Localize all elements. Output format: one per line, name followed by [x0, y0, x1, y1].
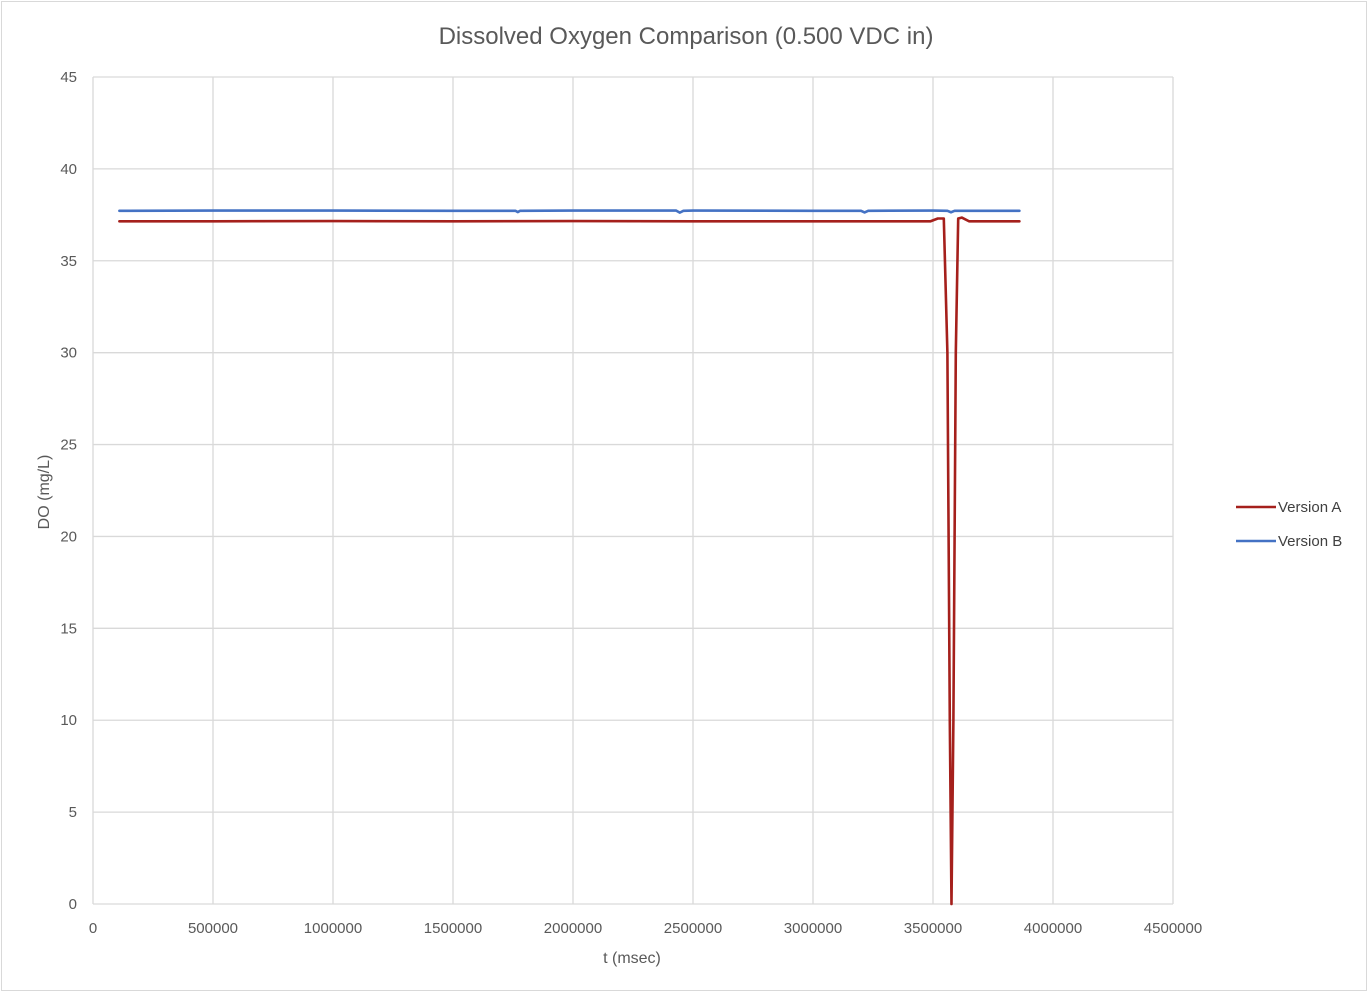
x-tick-label: 1000000: [304, 920, 362, 937]
y-axis-title: DO (mg/L): [36, 455, 53, 530]
y-tick-label: 15: [60, 620, 77, 637]
series-line-a: [118, 216, 1021, 906]
x-tick-label: 3500000: [904, 920, 962, 937]
y-tick-label: 45: [60, 69, 77, 86]
y-tick-label: 40: [60, 161, 77, 178]
x-tick-label: 2000000: [544, 920, 602, 937]
x-axis-title: t (msec): [603, 950, 661, 967]
series-line-b: [118, 209, 1021, 214]
x-tick-label: 4000000: [1024, 920, 1082, 937]
y-tick-label: 30: [60, 345, 77, 362]
y-tick-label: 5: [69, 804, 77, 821]
x-tick-label: 4500000: [1144, 920, 1202, 937]
x-tick-label: 0: [89, 920, 97, 937]
grid: [92, 76, 1174, 905]
y-tick-label: 35: [60, 253, 77, 270]
x-tick-labels: 0 500000 1000000 1500000 2000000 2500000 30000…: [89, 920, 1202, 937]
y-tick-label: 10: [60, 712, 77, 729]
y-tick-label: 0: [69, 896, 77, 913]
legend: Version A Version B: [1236, 499, 1342, 550]
y-tick-label: 25: [60, 437, 77, 454]
y-tick-labels: 0 5 10 15 20 25 30 35 40 45: [60, 69, 77, 913]
plot-lines: [118, 209, 1021, 906]
y-tick-label: 20: [60, 528, 77, 545]
x-tick-label: 500000: [188, 920, 238, 937]
x-tick-label: 3000000: [784, 920, 842, 937]
x-tick-label: 2500000: [664, 920, 722, 937]
chart-title: Dissolved Oxygen Comparison (0.500 VDC i…: [439, 23, 934, 50]
legend-label: Version A: [1278, 499, 1341, 516]
x-tick-label: 1500000: [424, 920, 482, 937]
legend-label: Version B: [1278, 533, 1342, 550]
